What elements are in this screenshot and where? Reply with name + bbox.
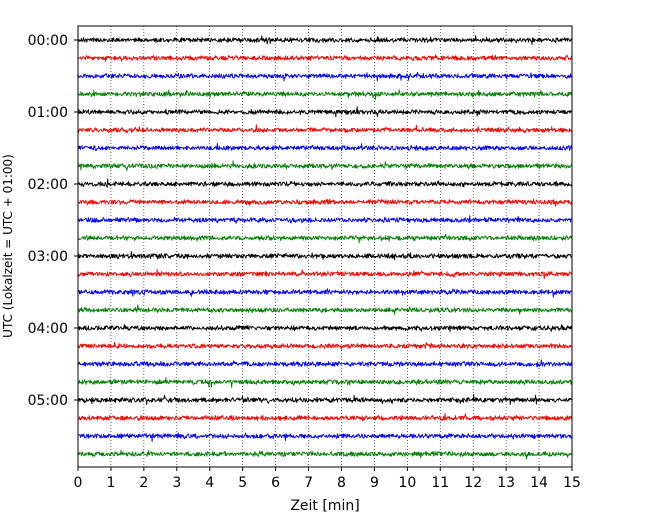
trace-0015 [77, 54, 573, 62]
plot-frame [77, 25, 573, 468]
trace-0000 [77, 34, 573, 45]
x-tick-label: 15 [563, 475, 581, 491]
trace-0230 [77, 215, 573, 224]
trace-0245 [77, 233, 573, 244]
trace-0500 [77, 393, 573, 405]
trace-0545 [77, 449, 573, 460]
trace-0445 [77, 377, 573, 388]
y-axis-ticks: 00:00 01:00 02:00 03:00 04:00 05:00 [28, 33, 78, 409]
x-tick-label: 5 [238, 475, 247, 491]
trace-0330 [77, 288, 573, 298]
y-tick-label: 04:00 [28, 321, 68, 337]
y-axis-label: UTC (Lokalzeit = UTC + 01:00) [1, 154, 15, 338]
trace-0345 [77, 304, 573, 315]
y-tick-label: 01:00 [28, 105, 68, 121]
x-tick-label: 13 [497, 475, 515, 491]
x-tick-label: 7 [304, 475, 313, 491]
trace-0200 [77, 178, 573, 188]
trace-0400 [77, 324, 573, 333]
trace-group [77, 34, 573, 460]
y-tick-label: 00:00 [28, 33, 68, 49]
x-tick-label: 6 [271, 475, 280, 491]
trace-0030 [77, 71, 573, 82]
trace-0115 [77, 124, 573, 134]
x-tick-label: 10 [398, 475, 416, 491]
trace-0100 [77, 106, 573, 118]
y-tick-label: 03:00 [28, 249, 68, 265]
x-tick-label: 4 [205, 475, 214, 491]
trace-0530 [77, 432, 573, 443]
x-tick-label: 3 [172, 475, 181, 491]
trace-0045 [77, 89, 573, 100]
trace-0415 [77, 342, 573, 350]
x-axis-label: Zeit [min] [290, 498, 359, 514]
trace-0515 [77, 412, 573, 422]
y-tick-label: 02:00 [28, 177, 68, 193]
trace-0315 [77, 268, 573, 280]
trace-0430 [77, 359, 573, 368]
x-tick-label: 12 [464, 475, 482, 491]
trace-0300 [77, 250, 573, 261]
x-tick-label: 2 [139, 475, 148, 491]
trace-0145 [77, 160, 573, 172]
trace-0215 [77, 198, 573, 208]
y-tick-label: 05:00 [28, 393, 68, 409]
x-tick-label: 11 [431, 475, 449, 491]
x-tick-label: 14 [530, 475, 548, 491]
x-tick-label: 8 [337, 475, 346, 491]
x-tick-label: 1 [106, 475, 115, 491]
x-tick-label: 9 [370, 475, 379, 491]
x-tick-label: 0 [74, 475, 83, 491]
x-axis-ticks: 0 1 2 3 4 5 6 7 8 9 10 11 12 13 14 15 [74, 467, 581, 491]
trace-0130 [77, 142, 573, 152]
